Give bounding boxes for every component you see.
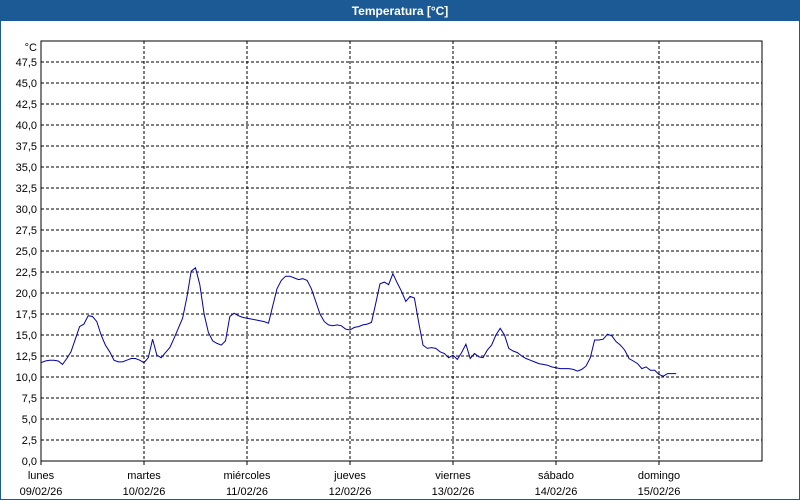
y-tick-label: 22,5 <box>16 267 37 279</box>
x-tick-day: viernes <box>435 470 471 482</box>
x-tick-date: 09/02/26 <box>20 486 63 498</box>
x-tick-date: 13/02/26 <box>432 486 475 498</box>
x-tick-day: jueves <box>333 470 366 482</box>
window-title: Temperatura [°C] <box>1 1 799 21</box>
y-tick-label: 40,0 <box>16 120 37 132</box>
y-tick-label: 12,5 <box>16 351 37 363</box>
x-tick-day: sábado <box>538 470 574 482</box>
y-tick-label: 47,5 <box>16 57 37 69</box>
x-tick-date: 12/02/26 <box>329 486 372 498</box>
x-tick-day: domingo <box>638 470 680 482</box>
y-axis-unit: °C <box>25 42 37 54</box>
y-tick-label: 10,0 <box>16 372 37 384</box>
y-tick-label: 17,5 <box>16 309 37 321</box>
x-tick-date: 11/02/26 <box>226 486 268 498</box>
y-tick-label: 5,0 <box>22 414 37 426</box>
x-tick-date: 15/02/26 <box>638 486 681 498</box>
x-tick-date: 10/02/26 <box>123 486 166 498</box>
y-tick-label: 32,5 <box>16 183 37 195</box>
y-tick-label: 7,5 <box>22 393 37 405</box>
y-tick-label: 0,0 <box>22 456 37 468</box>
y-tick-label: 35,0 <box>16 162 37 174</box>
y-tick-label: 20,0 <box>16 288 37 300</box>
x-tick-day: martes <box>127 470 161 482</box>
x-tick-day: lunes <box>28 470 55 482</box>
y-tick-label: 25,0 <box>16 246 37 258</box>
x-tick-day: miércoles <box>223 470 271 482</box>
y-tick-label: 2,5 <box>22 435 37 447</box>
y-tick-label: 37,5 <box>16 141 37 153</box>
temperature-series-line <box>40 266 677 377</box>
y-tick-label: 45,0 <box>16 78 37 90</box>
plot-frame <box>40 40 763 462</box>
y-tick-label: 30,0 <box>16 204 37 216</box>
y-tick-label: 15,0 <box>16 330 37 342</box>
y-tick-label: 27,5 <box>16 225 37 237</box>
y-tick-label: 42,5 <box>16 99 37 111</box>
temperature-chart: 0,0 2,5 5,0 7,5 10,0 12,5 15,0 17,5 20,0 22,5 25,0… <box>16 40 763 498</box>
x-tick-date: 14/02/26 <box>535 486 578 498</box>
